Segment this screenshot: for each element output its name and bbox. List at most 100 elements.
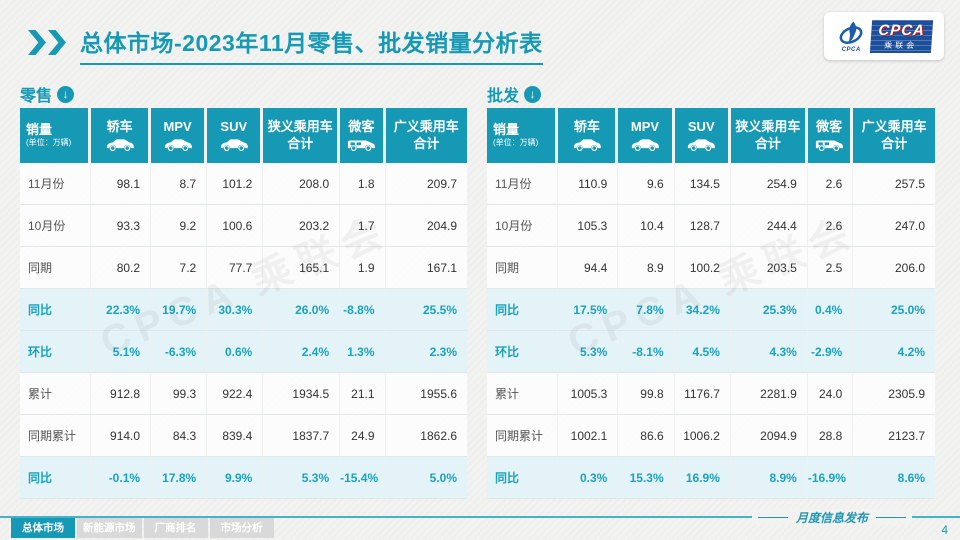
table-cell: -16.9% <box>807 457 854 499</box>
row-label: 同期 <box>20 247 92 289</box>
table-cell: 134.5 <box>674 163 731 205</box>
table-cell: 93.3 <box>91 205 152 247</box>
table-cell: -8.8% <box>340 289 386 331</box>
table-row: 同期 94.4 8.9 100.2 203.5 2.5 206.0 <box>487 247 935 289</box>
footer-tabs: 总体市场 新能源市场 厂商排名 市场分析 <box>11 518 274 538</box>
table-cell: 17.5% <box>558 289 619 331</box>
column-header: 轿车 <box>558 108 619 163</box>
table-cell: 1.8 <box>340 163 386 205</box>
table-cell: 80.2 <box>91 247 152 289</box>
chevron-right-icon <box>48 30 66 55</box>
column-header: SUV <box>207 108 264 163</box>
table-cell: 2.3% <box>385 331 467 373</box>
row-label: 环比 <box>20 331 92 373</box>
footer-divider <box>0 516 960 518</box>
table-cell: -15.4% <box>340 457 386 499</box>
table-cell: 0.4% <box>807 289 854 331</box>
retail-table: 销量 (单位：万辆) 轿车 MPV SUV 狭义乘用车 合计 微客 广义乘用车 合计 11月份 98.… <box>20 108 467 499</box>
footer-tab-3[interactable]: 厂商排名 <box>143 518 208 538</box>
footer-tab-1[interactable]: 总体市场 <box>11 518 75 538</box>
table-cell: 839.4 <box>207 415 264 457</box>
table-cell: -2.9% <box>807 331 854 373</box>
car-icon <box>91 137 148 152</box>
row-label: 同比 <box>20 289 92 331</box>
table-cell: 1934.5 <box>263 373 341 415</box>
table-cell: 2305.9 <box>853 373 935 415</box>
table-cell: 2094.9 <box>730 415 808 457</box>
table-cell: 10.4 <box>618 205 675 247</box>
table-cell: 105.3 <box>558 205 619 247</box>
table-cell: 15.3% <box>618 457 675 499</box>
table-cell: 4.5% <box>674 331 731 373</box>
column-header: 销量 (单位：万辆) <box>487 108 559 163</box>
table-row: 同期累计 1002.1 86.6 1006.2 2094.9 28.8 2123.7 <box>487 415 935 457</box>
table-cell: 28.8 <box>807 415 854 457</box>
table-row: 同比 -0.1% 17.8% 9.9% 5.3% -15.4% 5.0% <box>20 457 467 499</box>
retail-section-label: 零售 <box>20 88 53 105</box>
car-icon <box>207 137 260 152</box>
table-row: 10月份 105.3 10.4 128.7 244.4 2.6 247.0 <box>487 205 935 247</box>
footer-tab-2[interactable]: 新能源市场 <box>77 518 142 538</box>
row-label: 同比 <box>20 457 92 499</box>
column-header: 微客 <box>807 108 854 163</box>
table-cell: 2.6 <box>807 163 854 205</box>
table-cell: 16.9% <box>674 457 731 499</box>
row-label: 11月份 <box>487 163 559 205</box>
table-cell: 5.0% <box>385 457 467 499</box>
table-cell: 94.4 <box>558 247 619 289</box>
table-row: 环比 5.3% -8.1% 4.5% 4.3% -2.9% 4.2% <box>487 331 935 373</box>
table-cell: 2281.9 <box>730 373 808 415</box>
row-label: 同期 <box>487 247 559 289</box>
publish-label: 月度信息发布 <box>751 509 912 525</box>
publish-label-text: 月度信息发布 <box>795 510 868 525</box>
table-cell: 2.5 <box>807 247 854 289</box>
row-label: 同比 <box>487 457 559 499</box>
table-cell: 17.8% <box>151 457 208 499</box>
header-row: 销量 (单位：万辆) 轿车 MPV SUV 狭义乘用车 合计 微客 广义乘用车 合计 <box>487 108 935 163</box>
logo-abbr: CPCA <box>878 21 926 39</box>
van-icon <box>808 137 851 152</box>
table-cell: 1005.3 <box>558 373 619 415</box>
table-row: 同比 17.5% 7.8% 34.2% 25.3% 0.4% 25.0% <box>487 289 935 331</box>
row-label: 11月份 <box>20 163 92 205</box>
van-icon <box>340 137 382 152</box>
emblem-caption: CPCA <box>841 46 861 53</box>
table-cell: 209.7 <box>385 163 467 205</box>
table-row: 11月份 98.1 8.7 101.2 208.0 1.8 209.7 <box>20 163 467 205</box>
header: 总体市场-2023年11月零售、批发销量分析表 <box>28 24 543 65</box>
column-header: 广义乘用车 合计 <box>385 108 467 163</box>
table-cell: -0.1% <box>91 457 152 499</box>
row-label: 累计 <box>487 373 559 415</box>
row-label: 同期累计 <box>20 415 92 457</box>
table-row: 同比 22.3% 19.7% 30.3% 26.0% -8.8% 25.5% <box>20 289 467 331</box>
table-cell: 1955.6 <box>385 373 467 415</box>
download-arrow-icon: ↓ <box>524 85 542 103</box>
car-icon <box>558 137 615 152</box>
table-cell: 8.9 <box>618 247 675 289</box>
table-cell: 34.2% <box>674 289 731 331</box>
table-cell: 7.2 <box>151 247 208 289</box>
footer-tab-4[interactable]: 市场分析 <box>209 518 274 538</box>
table-cell: 203.2 <box>263 205 341 247</box>
logo-wordmark: CPCA 乘联会 <box>870 19 933 53</box>
table-cell: 1.7 <box>340 205 386 247</box>
table-cell: 99.8 <box>618 373 675 415</box>
table-cell: 0.3% <box>558 457 619 499</box>
table-cell: 4.2% <box>853 331 935 373</box>
table-cell: 30.3% <box>207 289 264 331</box>
table-cell: 21.1 <box>340 373 386 415</box>
column-header: 广义乘用车 合计 <box>853 108 935 163</box>
table-cell: 203.5 <box>730 247 808 289</box>
double-chevron-icon <box>28 30 68 55</box>
table-cell: 165.1 <box>263 247 341 289</box>
column-header: 狭义乘用车 合计 <box>730 108 808 163</box>
table-cell: 7.8% <box>618 289 675 331</box>
table-cell: 257.5 <box>853 163 935 205</box>
table-cell: 98.1 <box>91 163 152 205</box>
car-icon <box>618 137 671 152</box>
table-cell: 922.4 <box>207 373 264 415</box>
download-arrow-icon: ↓ <box>57 85 75 103</box>
table-row: 同比 0.3% 15.3% 16.9% 8.9% -16.9% 8.6% <box>487 457 935 499</box>
table-cell: 9.6 <box>618 163 675 205</box>
table-cell: 1006.2 <box>674 415 731 457</box>
